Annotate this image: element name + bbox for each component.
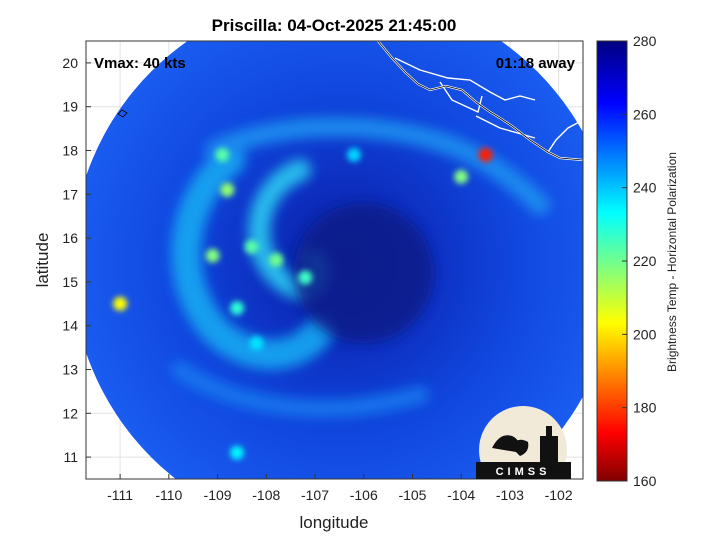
y-tick-label: 17 bbox=[62, 186, 78, 202]
convective-cell bbox=[244, 239, 259, 254]
convective-cell bbox=[205, 248, 220, 263]
x-axis-ticks: -111 -110 -109 -108 -107 -106 -105 -104 -103 -102 bbox=[107, 474, 573, 503]
y-tick-label: 18 bbox=[62, 143, 78, 159]
colorbar-tick-label: 200 bbox=[633, 326, 657, 342]
x-tick-label: -103 bbox=[496, 487, 524, 503]
state-border bbox=[394, 57, 583, 153]
storm-core bbox=[293, 203, 434, 344]
x-tick-label: -105 bbox=[398, 487, 426, 503]
y-tick-label: 20 bbox=[62, 55, 78, 71]
swath bbox=[86, 41, 583, 479]
y-axis-label: latitude bbox=[33, 233, 52, 288]
coastline-inland bbox=[377, 41, 583, 161]
colorbar: 160 180 200 220 240 260 280 Brightness Temp - … bbox=[596, 33, 679, 489]
y-tick-label: 14 bbox=[62, 318, 78, 334]
colorbar-tick-label: 180 bbox=[633, 400, 657, 416]
x-axis-label: longitude bbox=[299, 513, 368, 532]
convective-cells bbox=[113, 147, 493, 460]
time-away-annotation: 01:18 away bbox=[496, 55, 576, 72]
convective-cell bbox=[220, 182, 235, 197]
axes-frame bbox=[85, 40, 584, 480]
convective-cell bbox=[215, 147, 230, 162]
convective-cell bbox=[478, 147, 493, 162]
vmax-annotation: Vmax: 40 kts bbox=[94, 55, 186, 72]
x-tick-label: -102 bbox=[545, 487, 573, 503]
y-tick-label: 19 bbox=[62, 99, 78, 115]
convective-cell bbox=[113, 296, 128, 311]
y-tick-label: 11 bbox=[63, 449, 78, 465]
y-tick-label: 12 bbox=[62, 405, 78, 421]
x-tick-label: -104 bbox=[447, 487, 475, 503]
convective-cell bbox=[230, 445, 245, 460]
convective-cell bbox=[346, 147, 361, 162]
colorbar-tick-label: 220 bbox=[633, 253, 657, 269]
convective-cell bbox=[230, 301, 245, 316]
x-tick-label: -111 bbox=[107, 487, 133, 503]
colorbar-label: Brightness Temp - Horizontal Polarizatio… bbox=[665, 152, 679, 372]
x-tick-label: -109 bbox=[204, 487, 232, 503]
convective-cell bbox=[269, 253, 284, 267]
island-outline bbox=[117, 109, 128, 118]
colorbar-ticks: 160 180 200 220 240 260 280 bbox=[622, 33, 657, 489]
y-tick-label: 16 bbox=[62, 230, 78, 246]
y-tick-label: 15 bbox=[62, 274, 78, 290]
colorbar-tick-label: 160 bbox=[633, 473, 657, 489]
convective-cell bbox=[454, 169, 469, 184]
rain-band-outer bbox=[171, 145, 335, 370]
colorbar-tick-label: 280 bbox=[633, 33, 657, 49]
y-axis-ticks: 11 12 13 14 15 16 17 18 19 20 bbox=[62, 55, 91, 465]
y-tick-label: 13 bbox=[62, 362, 78, 378]
convective-cell bbox=[249, 336, 264, 351]
colorbar-tick-label: 240 bbox=[633, 180, 657, 196]
chart-title: Priscilla: 04-Oct-2025 21:45:00 bbox=[212, 16, 457, 35]
rain-band-south bbox=[171, 361, 429, 418]
rain-band-north bbox=[205, 116, 550, 215]
x-tick-label: -107 bbox=[301, 487, 329, 503]
x-tick-label: -106 bbox=[350, 487, 378, 503]
cimss-logo: CIMSS bbox=[476, 406, 571, 479]
cimss-logo-text: CIMSS bbox=[496, 466, 551, 478]
convective-cell bbox=[298, 270, 313, 285]
colorbar-tick-label: 260 bbox=[633, 106, 657, 122]
x-tick-label: -108 bbox=[252, 487, 280, 503]
x-tick-label: -110 bbox=[155, 487, 182, 503]
